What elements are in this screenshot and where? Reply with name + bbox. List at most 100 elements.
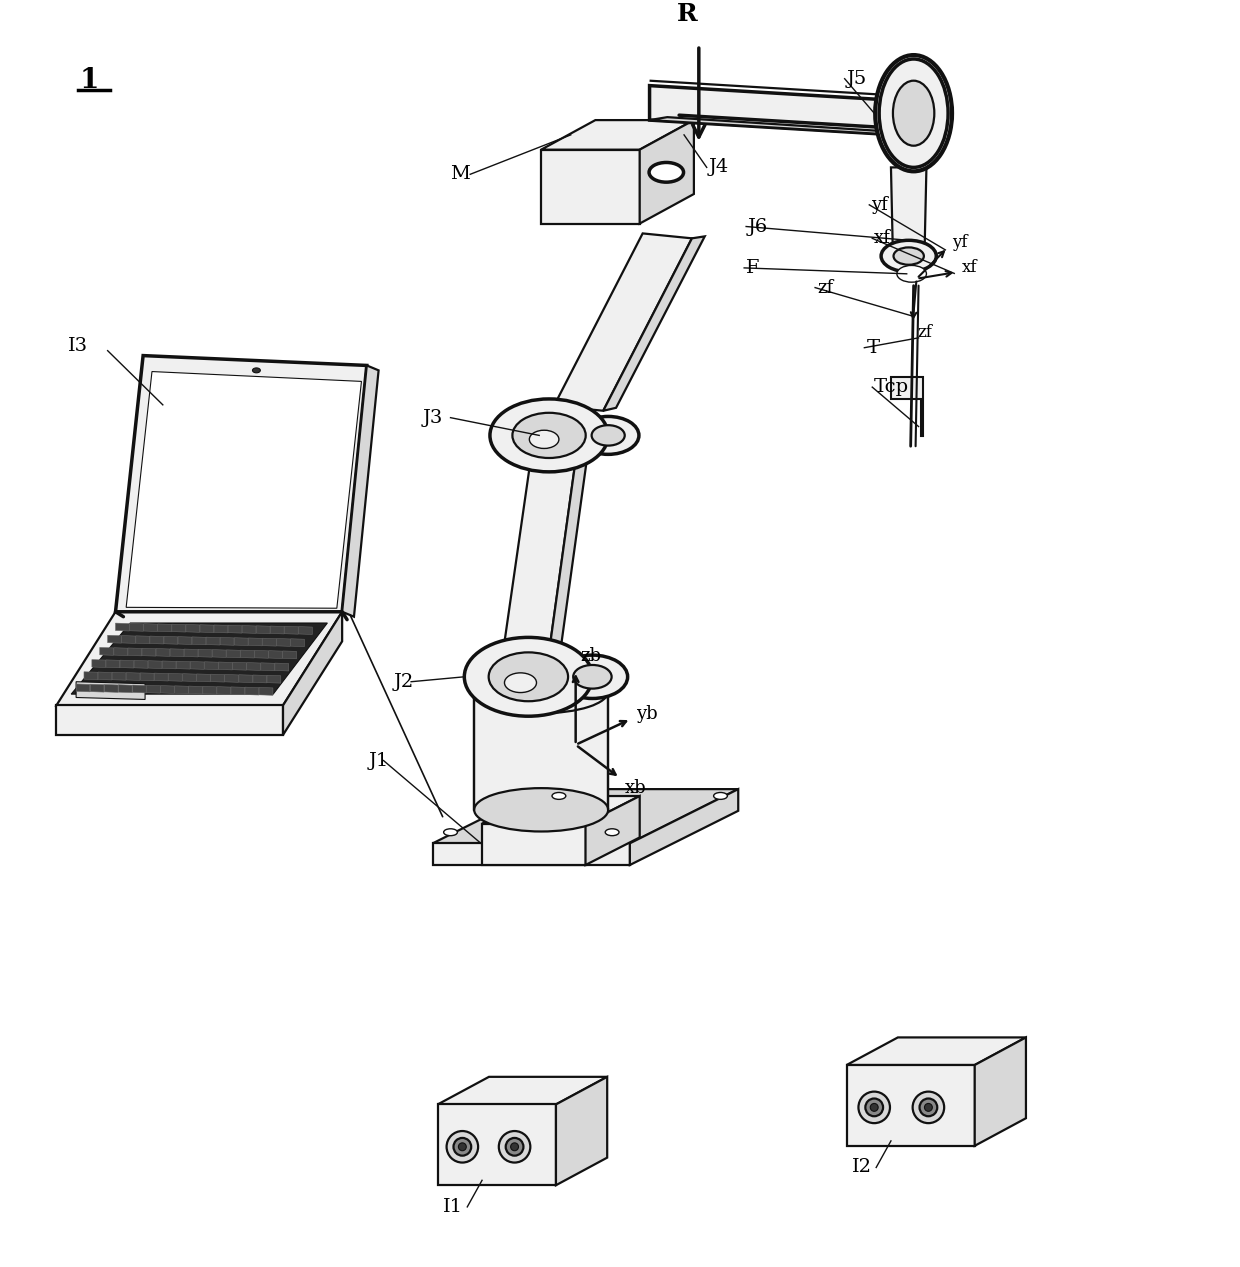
Polygon shape bbox=[231, 687, 244, 694]
Polygon shape bbox=[56, 706, 283, 735]
Polygon shape bbox=[112, 673, 126, 680]
Polygon shape bbox=[182, 674, 196, 682]
Polygon shape bbox=[630, 789, 738, 865]
Ellipse shape bbox=[875, 54, 952, 171]
Polygon shape bbox=[585, 796, 640, 865]
Polygon shape bbox=[342, 365, 378, 617]
Polygon shape bbox=[170, 649, 184, 656]
Polygon shape bbox=[172, 625, 186, 632]
Polygon shape bbox=[217, 687, 231, 694]
Ellipse shape bbox=[578, 417, 639, 455]
Polygon shape bbox=[554, 233, 692, 411]
Polygon shape bbox=[71, 623, 327, 694]
Polygon shape bbox=[206, 637, 219, 645]
Polygon shape bbox=[122, 636, 135, 644]
Text: Tcp: Tcp bbox=[874, 378, 909, 397]
Polygon shape bbox=[241, 650, 254, 658]
Ellipse shape bbox=[899, 267, 925, 281]
Polygon shape bbox=[259, 688, 273, 696]
Text: J3: J3 bbox=[423, 409, 444, 427]
Polygon shape bbox=[175, 685, 188, 694]
Polygon shape bbox=[248, 639, 262, 646]
Ellipse shape bbox=[490, 399, 608, 471]
Polygon shape bbox=[253, 675, 267, 683]
Ellipse shape bbox=[870, 1104, 878, 1111]
Polygon shape bbox=[150, 636, 164, 644]
Polygon shape bbox=[221, 637, 234, 645]
Polygon shape bbox=[200, 625, 213, 632]
Ellipse shape bbox=[882, 241, 936, 272]
Polygon shape bbox=[115, 623, 129, 631]
Polygon shape bbox=[438, 1105, 556, 1185]
Polygon shape bbox=[118, 684, 133, 693]
Polygon shape bbox=[556, 1077, 608, 1185]
Polygon shape bbox=[254, 650, 268, 659]
Text: yf: yf bbox=[952, 234, 968, 251]
Polygon shape bbox=[650, 117, 910, 134]
Text: J1: J1 bbox=[368, 751, 389, 769]
Polygon shape bbox=[234, 637, 248, 646]
Ellipse shape bbox=[605, 829, 619, 836]
Polygon shape bbox=[224, 674, 238, 683]
Polygon shape bbox=[91, 684, 104, 692]
Polygon shape bbox=[179, 636, 192, 645]
Text: xf: xf bbox=[961, 258, 977, 276]
Polygon shape bbox=[218, 663, 232, 670]
Ellipse shape bbox=[591, 426, 625, 446]
Polygon shape bbox=[892, 167, 926, 256]
Ellipse shape bbox=[879, 60, 949, 167]
Polygon shape bbox=[482, 796, 640, 824]
Polygon shape bbox=[242, 626, 255, 634]
Ellipse shape bbox=[474, 670, 608, 713]
Polygon shape bbox=[136, 636, 150, 644]
Polygon shape bbox=[115, 356, 367, 612]
Ellipse shape bbox=[552, 792, 565, 799]
Polygon shape bbox=[269, 651, 283, 659]
Polygon shape bbox=[257, 626, 270, 634]
Ellipse shape bbox=[459, 1143, 466, 1150]
Ellipse shape bbox=[925, 1104, 932, 1111]
Text: F: F bbox=[746, 258, 760, 277]
Text: zb: zb bbox=[580, 647, 601, 665]
Polygon shape bbox=[154, 673, 169, 680]
Polygon shape bbox=[503, 455, 575, 653]
Polygon shape bbox=[299, 627, 312, 635]
Polygon shape bbox=[126, 673, 140, 680]
Polygon shape bbox=[541, 150, 640, 223]
Ellipse shape bbox=[511, 1143, 518, 1150]
Polygon shape bbox=[246, 687, 259, 696]
Polygon shape bbox=[134, 660, 148, 668]
Polygon shape bbox=[228, 625, 242, 634]
Text: zf: zf bbox=[918, 324, 932, 341]
Polygon shape bbox=[130, 623, 144, 631]
Polygon shape bbox=[847, 1066, 975, 1145]
Polygon shape bbox=[650, 81, 895, 95]
Ellipse shape bbox=[253, 367, 260, 372]
Ellipse shape bbox=[858, 1092, 890, 1123]
Polygon shape bbox=[104, 684, 118, 692]
Polygon shape bbox=[98, 672, 112, 680]
Polygon shape bbox=[56, 612, 342, 706]
Polygon shape bbox=[76, 684, 91, 692]
Ellipse shape bbox=[920, 1098, 937, 1116]
Polygon shape bbox=[191, 661, 205, 669]
Polygon shape bbox=[198, 649, 212, 658]
Text: R: R bbox=[677, 1, 697, 25]
Ellipse shape bbox=[893, 81, 934, 146]
Polygon shape bbox=[120, 660, 134, 668]
Ellipse shape bbox=[446, 1131, 479, 1163]
Polygon shape bbox=[650, 86, 895, 134]
Polygon shape bbox=[283, 651, 296, 659]
Ellipse shape bbox=[557, 655, 627, 698]
Polygon shape bbox=[640, 120, 694, 223]
Ellipse shape bbox=[505, 673, 537, 693]
Polygon shape bbox=[549, 455, 588, 653]
Polygon shape bbox=[99, 647, 114, 655]
Text: I1: I1 bbox=[443, 1197, 463, 1216]
Ellipse shape bbox=[464, 637, 593, 716]
Polygon shape bbox=[438, 1077, 608, 1105]
Text: M: M bbox=[450, 165, 470, 184]
Text: I3: I3 bbox=[68, 337, 88, 355]
Polygon shape bbox=[126, 371, 361, 608]
Polygon shape bbox=[260, 663, 274, 670]
